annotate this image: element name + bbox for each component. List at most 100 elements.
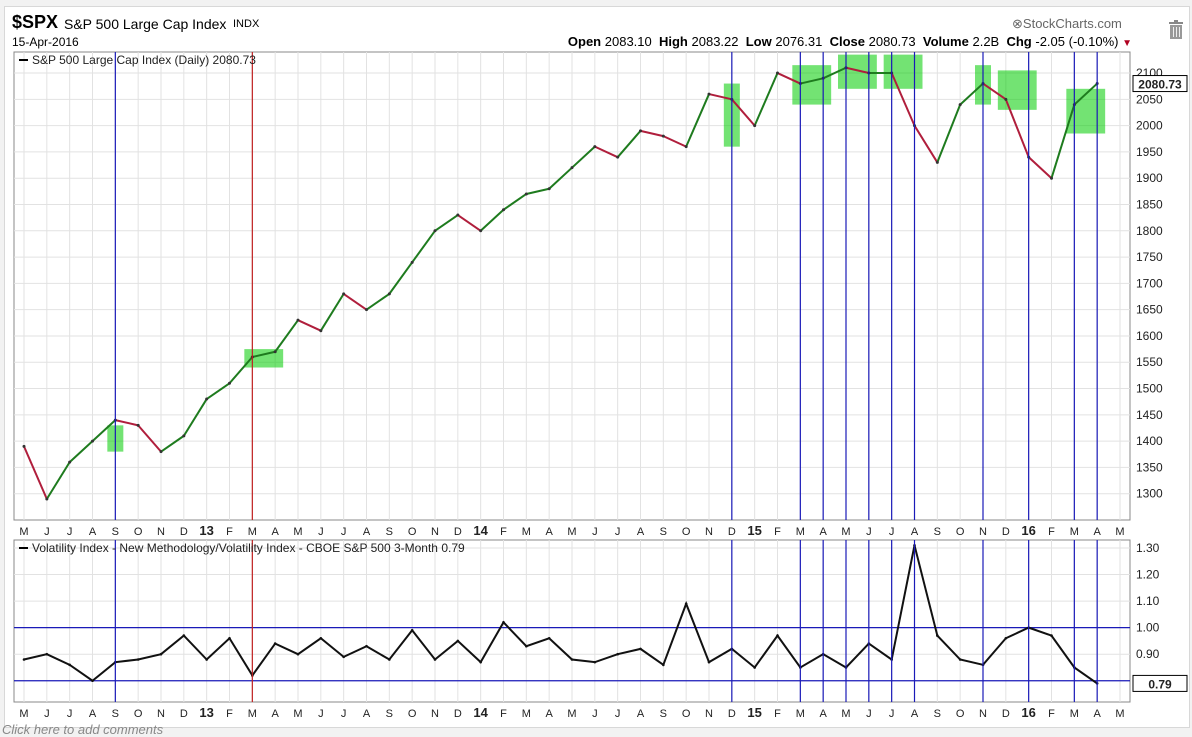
price-x-tick-label: J (44, 526, 50, 538)
price-line-segment (343, 293, 368, 311)
price-point (91, 439, 94, 443)
vol-x-tick-label: O (408, 708, 417, 720)
price-line-segment (640, 129, 664, 138)
vol-x-tick-label: J (341, 708, 347, 720)
volatility-point (707, 660, 711, 664)
vol-x-tick-label: A (363, 708, 371, 720)
price-line-segment (662, 135, 687, 148)
price-y-tick-label: 1750 (1136, 250, 1163, 264)
vol-x-tick-label: J (318, 708, 324, 720)
price-x-tick-label: O (408, 526, 417, 538)
price-line-segment (228, 356, 254, 384)
price-x-tick-label: O (134, 526, 143, 538)
vol-x-tick-label: A (637, 708, 645, 720)
price-x-tick-label: A (89, 526, 97, 538)
price-point (387, 292, 391, 296)
price-point (433, 229, 437, 233)
price-point (570, 166, 574, 170)
price-point (136, 423, 140, 427)
price-x-tick-label: M (293, 526, 302, 538)
price-line-segment (206, 382, 231, 400)
price-line-segment (548, 166, 573, 190)
price-legend-label: S&P 500 Large Cap Index (Daily) 2080.73 (32, 53, 256, 67)
vol-x-tick-label: N (157, 708, 165, 720)
price-x-tick-label: N (431, 526, 439, 538)
vol-x-tick-label: S (660, 708, 667, 720)
price-x-tick-label: S (112, 526, 119, 538)
vol-x-tick-label: D (1002, 708, 1010, 720)
price-line-segment (137, 424, 162, 453)
price-line-segment (252, 350, 276, 358)
vol-x-tick-label: F (1048, 708, 1055, 720)
vol-x-tick-label: N (705, 708, 713, 720)
volatility-point (91, 679, 94, 683)
volatility-point (410, 628, 414, 632)
price-line-segment (822, 66, 847, 80)
price-x-tick-label: M (248, 526, 257, 538)
vol-x-tick-label: F (500, 708, 507, 720)
vol-y-tick-label: 1.20 (1136, 568, 1160, 582)
volume-label: Volume (922, 34, 969, 49)
price-line-segment (936, 104, 962, 163)
price-x-tick-label: O (956, 526, 965, 538)
price-point (547, 187, 551, 191)
price-x-tick-label: 15 (747, 523, 761, 538)
vol-x-tick-label: M (248, 708, 257, 720)
price-point (273, 350, 277, 354)
vol-x-tick-label: M (567, 708, 576, 720)
price-line-segment (777, 72, 801, 85)
price-point (958, 103, 962, 107)
volatility-point (936, 634, 939, 637)
volatility-point (388, 658, 391, 661)
price-point (68, 460, 72, 464)
highlight-box (838, 54, 877, 89)
highlight-box (883, 54, 923, 89)
price-y-tick-label: 1450 (1136, 408, 1163, 422)
price-point (182, 434, 186, 438)
price-point (776, 71, 779, 75)
vol-x-tick-label: J (592, 708, 598, 720)
volatility-point (182, 634, 186, 637)
vol-x-tick-label: N (431, 708, 439, 720)
vol-x-tick-label: S (934, 708, 941, 720)
price-line-segment (160, 435, 185, 453)
brand-logo[interactable]: ⊗StockCharts.com (1012, 16, 1122, 32)
price-x-tick-label: M (522, 526, 531, 538)
vol-x-tick-label: M (522, 708, 531, 720)
vol-x-tick-label: J (615, 708, 621, 720)
price-y-tick-label: 1300 (1136, 487, 1163, 501)
add-comments-link[interactable]: Click here to add comments (2, 722, 164, 737)
vol-x-tick-label: 16 (1021, 705, 1035, 720)
price-line-segment (1004, 98, 1030, 158)
price-x-tick-label: A (637, 526, 645, 538)
volatility-point (22, 658, 26, 661)
volatility-point (319, 636, 323, 640)
price-x-tick-label: J (866, 526, 872, 538)
price-y-tick-label: 1600 (1136, 329, 1163, 343)
chg-value: -2.05 (-0.10%) (1035, 34, 1119, 49)
vol-x-tick-label: A (911, 708, 919, 720)
highlight-box (792, 65, 832, 105)
volatility-line (23, 545, 1098, 685)
price-x-tick-label: S (386, 526, 393, 538)
vol-x-tick-label: 15 (747, 705, 761, 720)
trash-icon[interactable] (1168, 20, 1184, 40)
volatility-point (479, 660, 482, 664)
vol-x-tick-label: A (89, 708, 97, 720)
price-x-tick-label: F (774, 526, 781, 538)
price-x-tick-label: M (567, 526, 576, 538)
price-point (342, 292, 346, 296)
price-point (639, 129, 642, 133)
volatility-point (616, 652, 619, 656)
vol-x-tick-label: J (866, 708, 872, 720)
price-x-tick-label: O (682, 526, 691, 538)
price-y-tick-label: 1850 (1136, 197, 1163, 211)
price-point (228, 381, 231, 385)
price-line-segment (457, 214, 482, 232)
vol-last-value-box (1132, 674, 1188, 692)
price-y-tick-label: 1800 (1136, 224, 1163, 238)
price-x-tick-label: M (796, 526, 805, 538)
volatility-point (433, 658, 437, 661)
volatility-point (1004, 636, 1008, 640)
vol-y-tick-label: 1.00 (1136, 621, 1160, 635)
